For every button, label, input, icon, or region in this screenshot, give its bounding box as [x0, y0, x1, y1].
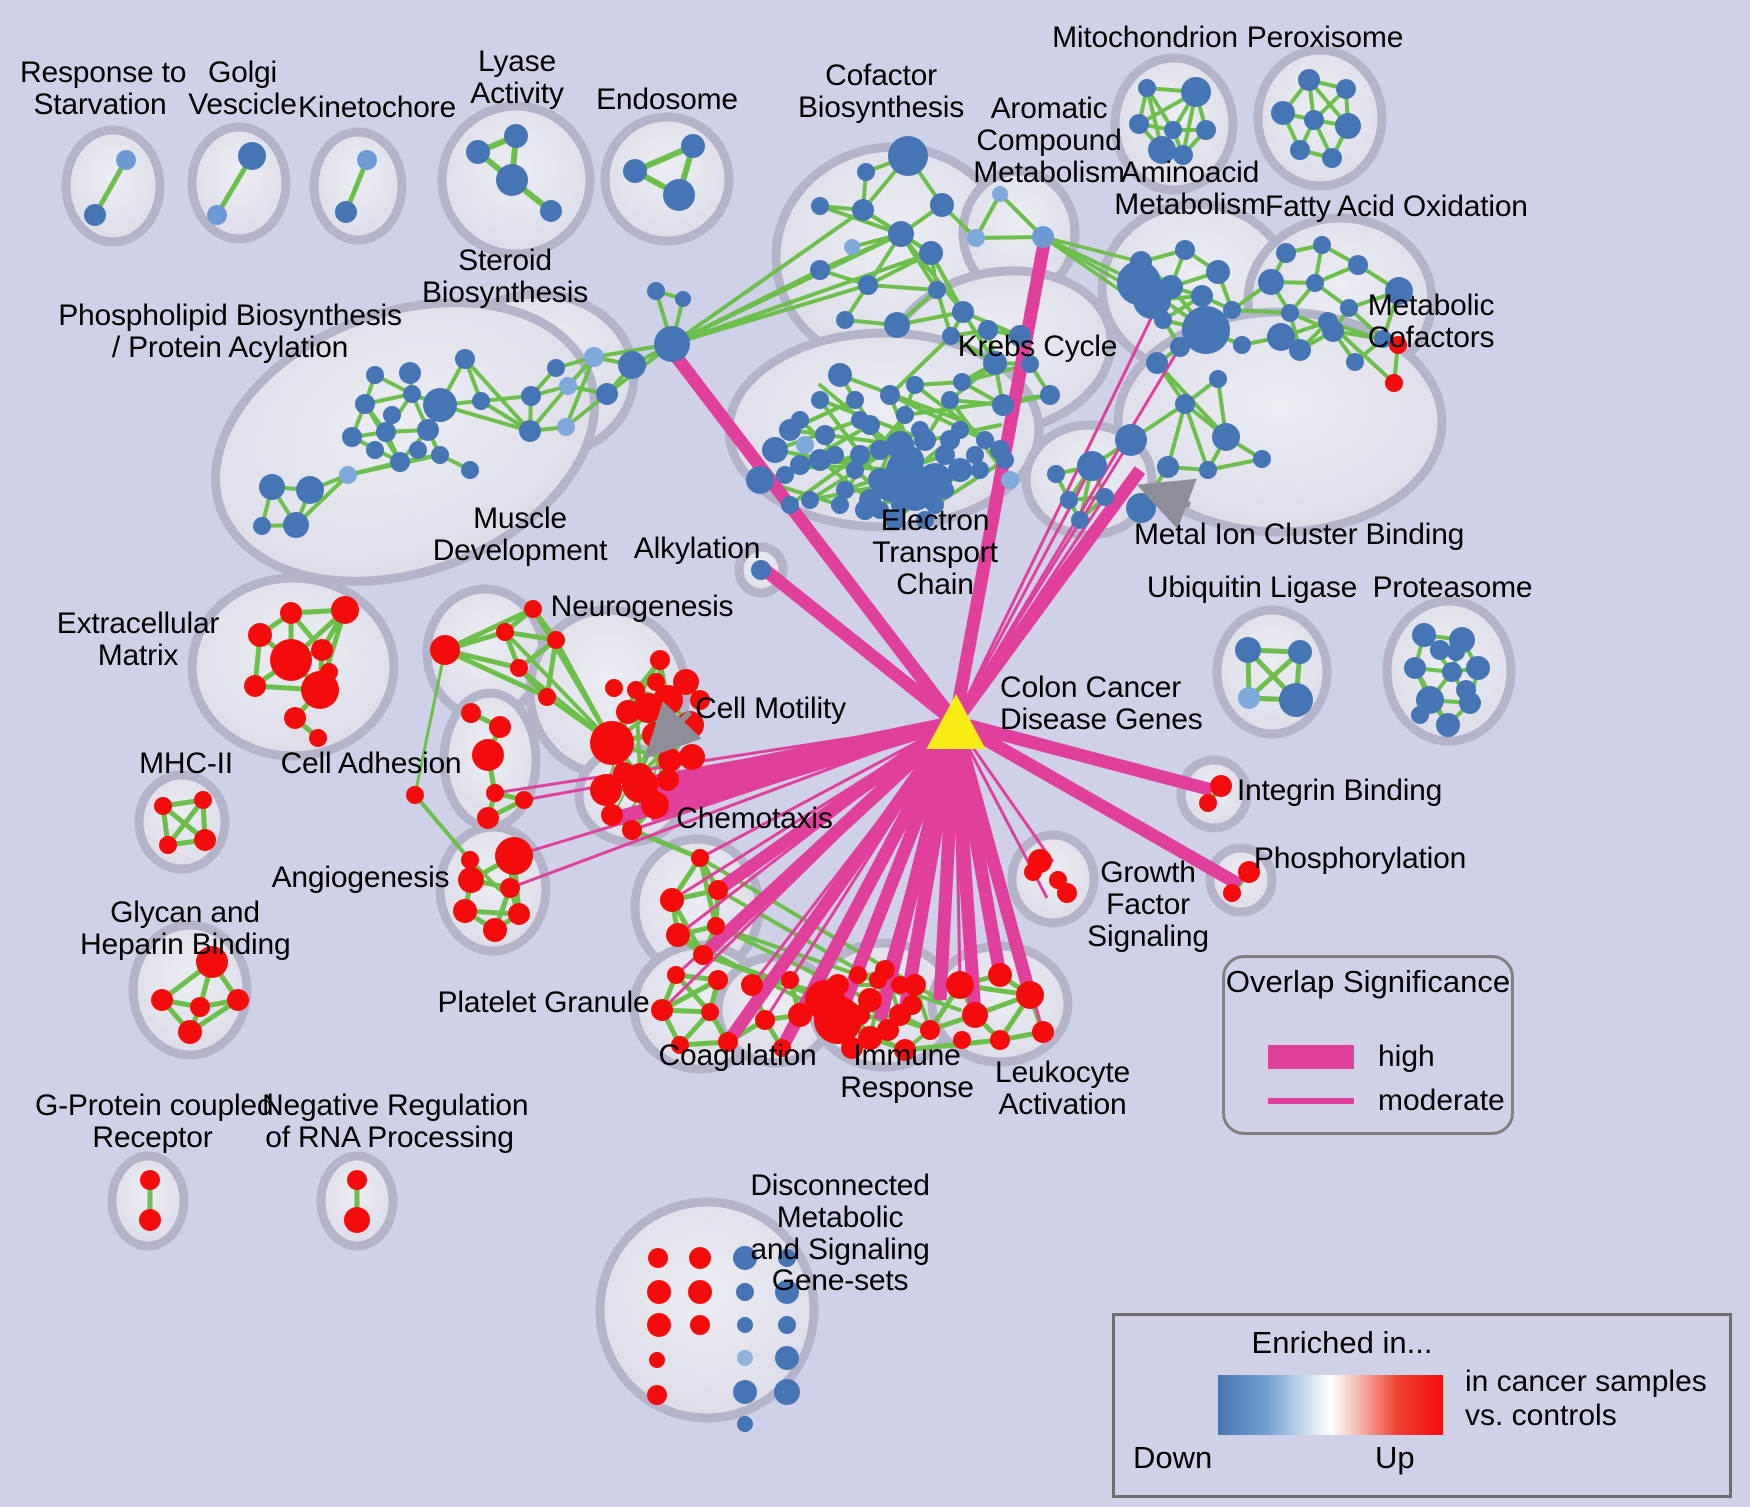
enrichment-side-label: in cancer samples vs. controls [1465, 1365, 1707, 1432]
enrichment-colorbar [1218, 1375, 1443, 1435]
overlap-significance-legend [1222, 955, 1514, 1135]
hub-significance-edges [494, 236, 1244, 1052]
gene-set-nodes-down [84, 69, 1490, 737]
hub-node-colon-cancer-disease-genes[interactable] [924, 692, 988, 752]
disconnected-nodes-down [733, 1246, 800, 1432]
significance-moderate-swatch [1268, 1098, 1354, 1104]
enrichment-down-label: Down [1133, 1440, 1213, 1475]
enrichment-legend [1112, 1313, 1732, 1498]
significance-high-swatch [1268, 1045, 1354, 1069]
annotation-arrows [644, 478, 1197, 759]
enrichment-title: Enriched in... [1251, 1325, 1433, 1360]
significance-moderate-label: moderate [1378, 1084, 1505, 1117]
enrichment-up-label: Up [1375, 1440, 1415, 1475]
significance-high-label: high [1378, 1040, 1435, 1073]
gene-set-nodes-up [139, 336, 1407, 1405]
overlap-significance-title: Overlap Significance [1225, 964, 1511, 999]
